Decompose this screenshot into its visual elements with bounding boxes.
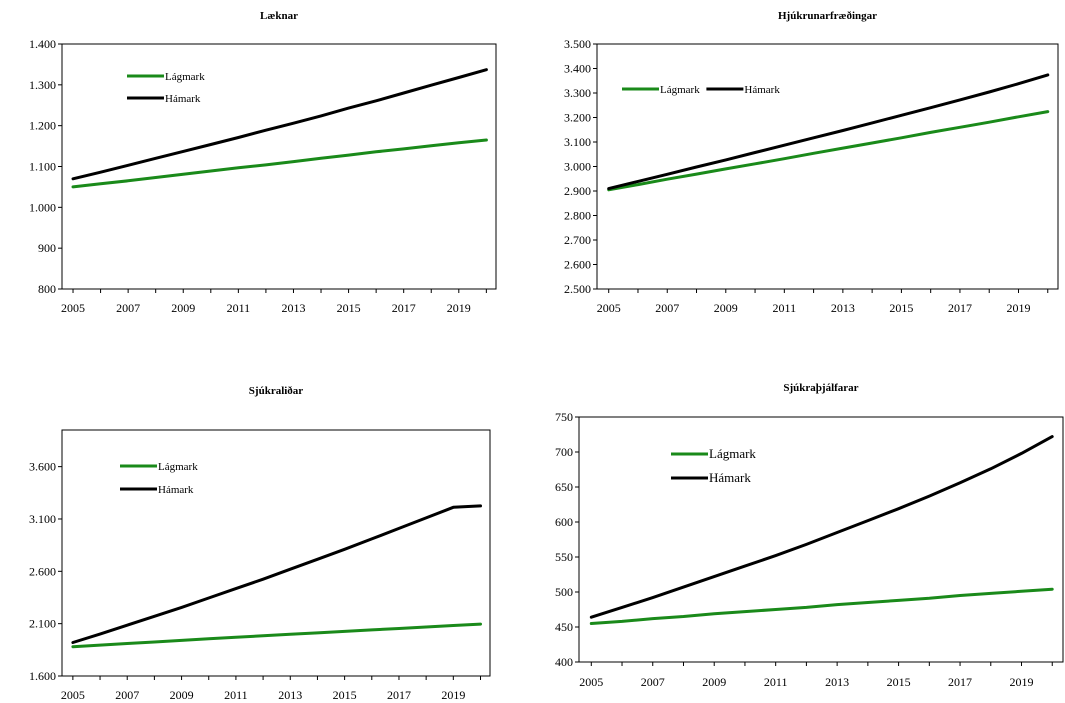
- chart-panel-1: Læknar 800 900 1.000 1.100 1.200 1.300 1.400 200…: [29, 10, 497, 315]
- y-tick-label: 650: [555, 480, 573, 494]
- chart-legend: Lágmark Hámark: [127, 71, 205, 105]
- x-tick-label: 2009: [170, 688, 194, 702]
- x-tick-label: 2005: [61, 688, 85, 702]
- plot-area: [61, 429, 491, 677]
- y-tick-label: 2.600: [29, 564, 56, 578]
- x-tick-label: 2009: [171, 301, 195, 315]
- legend-label-lagmark: Lágmark: [165, 71, 205, 83]
- chart-title: Hjúkrunarfræðingar: [778, 10, 877, 22]
- x-tick-label: 2015: [337, 301, 361, 315]
- y-tick-label: 3.100: [29, 512, 56, 526]
- legend-label-lagmark: Lágmark: [709, 446, 756, 461]
- y-tick-label: 3.400: [564, 62, 591, 76]
- legend-label-hamark: Hámark: [744, 84, 780, 96]
- x-tick-label: 2005: [61, 301, 85, 315]
- x-tick-label: 2011: [764, 675, 788, 689]
- x-tick-label: 2013: [281, 301, 305, 315]
- x-tick-label: 2013: [278, 688, 302, 702]
- x-tick-label: 2015: [889, 301, 913, 315]
- y-tick-label: 1.400: [29, 37, 56, 51]
- y-tick-label: 1.600: [29, 669, 56, 683]
- x-tick-label: 2019: [447, 301, 471, 315]
- x-tick-label: 2015: [333, 688, 357, 702]
- y-tick-label: 450: [555, 620, 573, 634]
- chart-legend: Lágmark Hámark: [120, 461, 198, 496]
- chart-title: Sjúkraliðar: [249, 385, 304, 397]
- y-tick-label: 2.100: [29, 617, 56, 631]
- y-tick-label: 600: [555, 515, 573, 529]
- x-tick-label: 2011: [773, 301, 797, 315]
- legend-label-hamark: Hámark: [158, 484, 194, 496]
- y-tick-label: 550: [555, 550, 573, 564]
- y-tick-label: 2.900: [564, 184, 591, 198]
- series-line-hamark: [607, 73, 1050, 191]
- series-line-hamark: [589, 435, 1054, 619]
- x-tick-label: 2011: [224, 688, 248, 702]
- x-tick-label: 2007: [655, 301, 679, 315]
- chart-panel-4: Sjúkraþjálfarar 400 450 500 550 600 650 700 750 2…: [555, 382, 1064, 689]
- legend-label-hamark: Hámark: [709, 470, 751, 485]
- y-tick-label: 3.500: [564, 37, 591, 51]
- y-tick-label: 1.100: [29, 160, 56, 174]
- x-tick-label: 2017: [948, 301, 972, 315]
- series-line-lagmark: [71, 622, 482, 649]
- x-tick-label: 2005: [579, 675, 603, 689]
- chart-legend: Lágmark Hámark: [622, 84, 780, 96]
- x-tick-label: 2019: [1006, 301, 1030, 315]
- x-tick-label: 2013: [831, 301, 855, 315]
- chart-panel-3: Sjúkraliðar 1.600 2.100 2.600 3.100 3.600 2005…: [29, 385, 491, 702]
- x-tick-label: 2019: [1010, 675, 1034, 689]
- y-tick-label: 750: [555, 410, 573, 424]
- x-tick-label: 2017: [392, 301, 416, 315]
- x-tick-label: 2013: [825, 675, 849, 689]
- y-tick-label: 500: [555, 585, 573, 599]
- x-tick-label: 2011: [227, 301, 251, 315]
- y-tick-label: 900: [38, 241, 56, 255]
- y-tick-label: 3.000: [564, 160, 591, 174]
- y-tick-label: 1.000: [29, 200, 56, 214]
- y-tick-label: 1.200: [29, 119, 56, 133]
- x-tick-label: 2007: [641, 675, 665, 689]
- x-tick-label: 2015: [887, 675, 911, 689]
- series-line-lagmark: [607, 110, 1050, 192]
- legend-label-lagmark: Lágmark: [158, 461, 198, 473]
- legend-label-hamark: Hámark: [165, 93, 201, 105]
- x-tick-label: 2007: [116, 301, 140, 315]
- y-tick-label: 3.200: [564, 111, 591, 125]
- y-tick-label: 2.800: [564, 209, 591, 223]
- x-tick-label: 2009: [702, 675, 726, 689]
- y-tick-label: 2.700: [564, 233, 591, 247]
- y-tick-label: 3.600: [29, 460, 56, 474]
- y-tick-label: 2.600: [564, 258, 591, 272]
- y-tick-label: 700: [555, 445, 573, 459]
- chart-legend: Lágmark Hámark: [671, 446, 756, 485]
- chart-panel-2: Hjúkrunarfræðingar 2.500 2.600 2.700 2.800 2.…: [564, 10, 1059, 315]
- y-tick-label: 3.100: [564, 135, 591, 149]
- legend-label-lagmark: Lágmark: [660, 84, 700, 96]
- series-line-hamark: [71, 504, 482, 644]
- plot-area: [596, 43, 1059, 290]
- chart-title: Sjúkraþjálfarar: [783, 382, 858, 394]
- x-tick-label: 2017: [948, 675, 972, 689]
- y-tick-label: 1.300: [29, 78, 56, 92]
- series-line-lagmark: [71, 138, 488, 189]
- chart-title: Læknar: [260, 10, 298, 22]
- x-tick-label: 2005: [597, 301, 621, 315]
- y-tick-label: 3.300: [564, 86, 591, 100]
- plot-area: [578, 416, 1064, 663]
- x-tick-label: 2019: [441, 688, 465, 702]
- y-tick-label: 400: [555, 655, 573, 669]
- x-tick-label: 2007: [115, 688, 139, 702]
- y-tick-label: 800: [38, 282, 56, 296]
- series-line-hamark: [71, 68, 488, 181]
- y-tick-label: 2.500: [564, 282, 591, 296]
- series-line-lagmark: [589, 587, 1054, 625]
- x-tick-label: 2009: [714, 301, 738, 315]
- x-tick-label: 2017: [387, 688, 411, 702]
